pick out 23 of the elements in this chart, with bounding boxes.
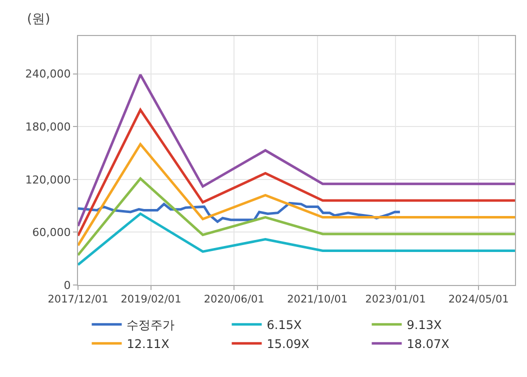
x-tick-label: 2021/10/01: [287, 294, 348, 306]
line-series: [78, 73, 515, 228]
legend-label: 수정주가: [126, 318, 175, 332]
y-tick-label: 60,000: [32, 226, 71, 240]
y-tick-label: 120,000: [25, 173, 71, 186]
line-series: [78, 212, 515, 266]
y-tick-label: 240,000: [25, 68, 71, 81]
y-tick-label: 0: [64, 278, 71, 292]
legend-label: 12.11X: [126, 337, 170, 352]
legend-label: 6.15X: [266, 318, 302, 332]
y-tick-label: 180,000: [25, 120, 71, 134]
x-tick-label: 2017/12/01: [48, 294, 108, 306]
line-series: [78, 177, 515, 256]
line-series: [78, 142, 515, 247]
x-tick-label: 2023/01/01: [365, 294, 426, 306]
y-axis-title: (원): [27, 12, 50, 27]
legend-label: 18.07X: [406, 337, 450, 352]
x-tick-label: 2020/06/01: [204, 294, 264, 306]
x-tick-label: 2019/02/01: [120, 294, 182, 306]
legend-label: 15.09X: [266, 337, 310, 352]
legend-label: 9.13X: [406, 318, 442, 332]
line-series: [78, 108, 515, 237]
x-tick-label: 2024/05/01: [448, 294, 509, 306]
